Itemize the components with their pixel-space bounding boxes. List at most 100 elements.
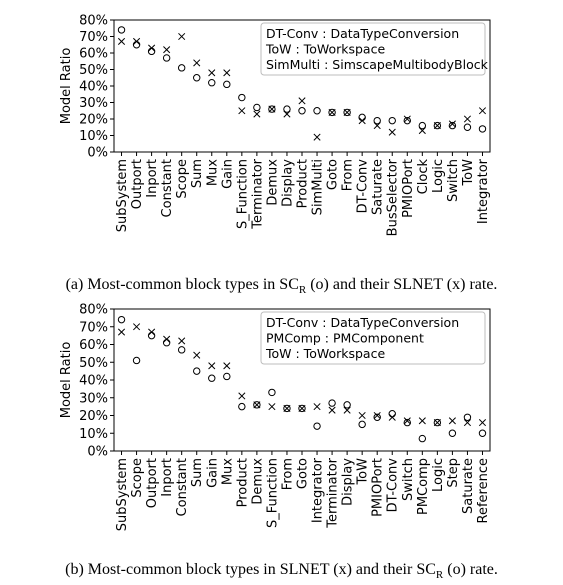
x-tick-label: Product <box>235 458 250 507</box>
point-circle <box>403 116 411 125</box>
point-circle <box>117 315 126 324</box>
point-cross <box>433 122 441 130</box>
point-circle <box>478 125 487 133</box>
x-tick-label: SubSystem <box>115 159 130 232</box>
x-tick-label: PMIOPort <box>401 159 416 218</box>
caption-b-suffix: (o) rate. <box>443 561 498 578</box>
point-circle <box>193 367 201 375</box>
caption-a: (a) Most-common block types in SCR (o) a… <box>0 276 563 296</box>
point-cross <box>268 105 276 113</box>
x-tick-label: Goto <box>326 159 341 190</box>
point-circle <box>223 80 231 89</box>
legend-entry: PMComp : PMComponent <box>266 331 424 346</box>
point-cross <box>358 117 366 125</box>
y-tick-label: 80% <box>79 14 108 29</box>
point-circle <box>162 339 171 347</box>
point-cross <box>117 37 126 46</box>
y-tick-label: 30% <box>79 96 108 111</box>
x-tick-label: Display <box>280 159 295 207</box>
x-tick-label: Scope <box>175 159 190 199</box>
point-circle <box>328 108 336 117</box>
x-tick-label: DT-Conv <box>386 458 401 513</box>
point-circle <box>343 401 351 409</box>
x-tick-label: Saturate <box>461 458 476 514</box>
x-tick-label: Switch <box>446 159 461 202</box>
point-circle <box>313 422 321 430</box>
y-tick-label: 20% <box>79 409 108 424</box>
point-cross <box>298 97 306 105</box>
y-tick-label: 70% <box>79 320 108 335</box>
y-tick-label: 30% <box>79 391 108 406</box>
y-axis-label: Model Ratio <box>59 342 74 419</box>
point-circle <box>253 103 261 112</box>
point-circle <box>132 356 141 365</box>
point-circle <box>208 79 216 87</box>
point-cross <box>358 411 366 420</box>
x-tick-label: ToW <box>461 159 476 187</box>
caption-a-subscript: R <box>298 284 307 297</box>
point-circle <box>373 116 381 125</box>
chart-b: 0% 10% 20% 30% 40% 50% 60% 70% 80% Model Ratio Sub… <box>59 303 491 532</box>
point-circle <box>448 121 457 130</box>
x-tick-label: BusSelector <box>386 158 401 236</box>
y-tick-label: 40% <box>79 80 108 95</box>
x-tick-label: Demux <box>265 159 280 206</box>
y-tick-label: 70% <box>79 30 108 45</box>
x-tick-label: Step <box>446 458 461 488</box>
point-cross <box>223 362 231 370</box>
legend-box <box>260 22 486 76</box>
caption-b: (b) Most-common block types in SLNET (x)… <box>0 561 563 581</box>
x-tick-label: Mux <box>220 458 235 485</box>
point-cross <box>313 403 321 411</box>
point-cross <box>253 110 261 118</box>
y-tick-label: 10% <box>79 427 108 442</box>
point-circle <box>238 402 246 411</box>
x-tick-label: S_Function <box>235 159 250 229</box>
x-tick-label: Outport <box>130 159 145 209</box>
point-circle <box>208 374 216 382</box>
x-tick-label: Logic <box>431 458 446 492</box>
point-cross <box>328 108 336 116</box>
point-circle <box>298 107 306 115</box>
x-tick-label: Sum <box>190 159 205 188</box>
point-circle <box>433 418 442 427</box>
point-cross <box>238 392 246 400</box>
point-circle <box>162 54 171 62</box>
point-cross <box>208 362 216 370</box>
point-cross <box>448 417 456 425</box>
point-circle <box>177 64 186 72</box>
legend-entry: ToW : ToWorkspace <box>265 42 385 57</box>
point-circle <box>298 404 306 413</box>
point-circle <box>117 26 126 34</box>
point-cross <box>193 59 201 67</box>
point-cross <box>178 32 186 41</box>
point-cross <box>478 107 487 115</box>
y-tick-label: 20% <box>79 113 108 128</box>
point-circle <box>418 121 427 130</box>
point-cross <box>223 69 231 77</box>
point-cross <box>388 128 396 136</box>
x-tick-label: Switch <box>401 458 416 501</box>
point-cross <box>373 411 381 420</box>
x-tick-label: Demux <box>250 458 265 505</box>
y-tick-label: 50% <box>79 63 108 78</box>
point-circle <box>373 413 381 421</box>
point-cross <box>268 403 276 411</box>
point-circle <box>448 429 457 437</box>
x-tick-label: From <box>341 159 356 191</box>
point-circle <box>358 420 366 429</box>
point-circle <box>328 399 336 407</box>
x-tick-label: From <box>280 458 295 490</box>
y-tick-label: 50% <box>79 356 108 371</box>
y-tick-label: 0% <box>87 445 108 460</box>
point-cross <box>403 115 411 123</box>
y-tick-label: 40% <box>79 374 108 389</box>
point-circle <box>283 404 291 413</box>
point-circle <box>433 121 442 130</box>
x-tick-label: Inport <box>145 159 160 198</box>
x-tick-label: Goto <box>296 458 311 489</box>
x-tick-label: PMComp <box>416 458 431 515</box>
point-cross <box>193 351 201 359</box>
x-tick-label: Constant <box>175 458 190 516</box>
point-cross <box>133 37 141 46</box>
